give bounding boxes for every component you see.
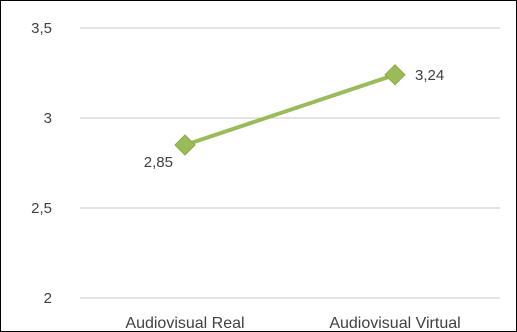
y-tick-label: 3,5 <box>31 20 52 37</box>
x-axis-categories: Audiovisual Real Audiovisual Virtual <box>125 315 460 332</box>
x-category-label: Audiovisual Real <box>125 315 244 332</box>
data-label: 3,24 <box>415 67 444 84</box>
data-labels: 2,85 3,24 <box>144 67 444 171</box>
x-category-label: Audiovisual Virtual <box>329 315 460 332</box>
data-point-marker <box>174 134 196 156</box>
gridlines <box>80 27 500 299</box>
y-tick-label: 2,5 <box>31 200 52 217</box>
y-tick-label: 3 <box>44 110 52 127</box>
series-line <box>183 72 397 147</box>
y-axis-ticks: 2 2,5 3 3,5 <box>31 20 52 307</box>
y-tick-label: 2 <box>44 290 52 307</box>
data-point-marker <box>384 64 406 86</box>
series <box>174 64 406 156</box>
data-label: 2,85 <box>144 154 173 171</box>
